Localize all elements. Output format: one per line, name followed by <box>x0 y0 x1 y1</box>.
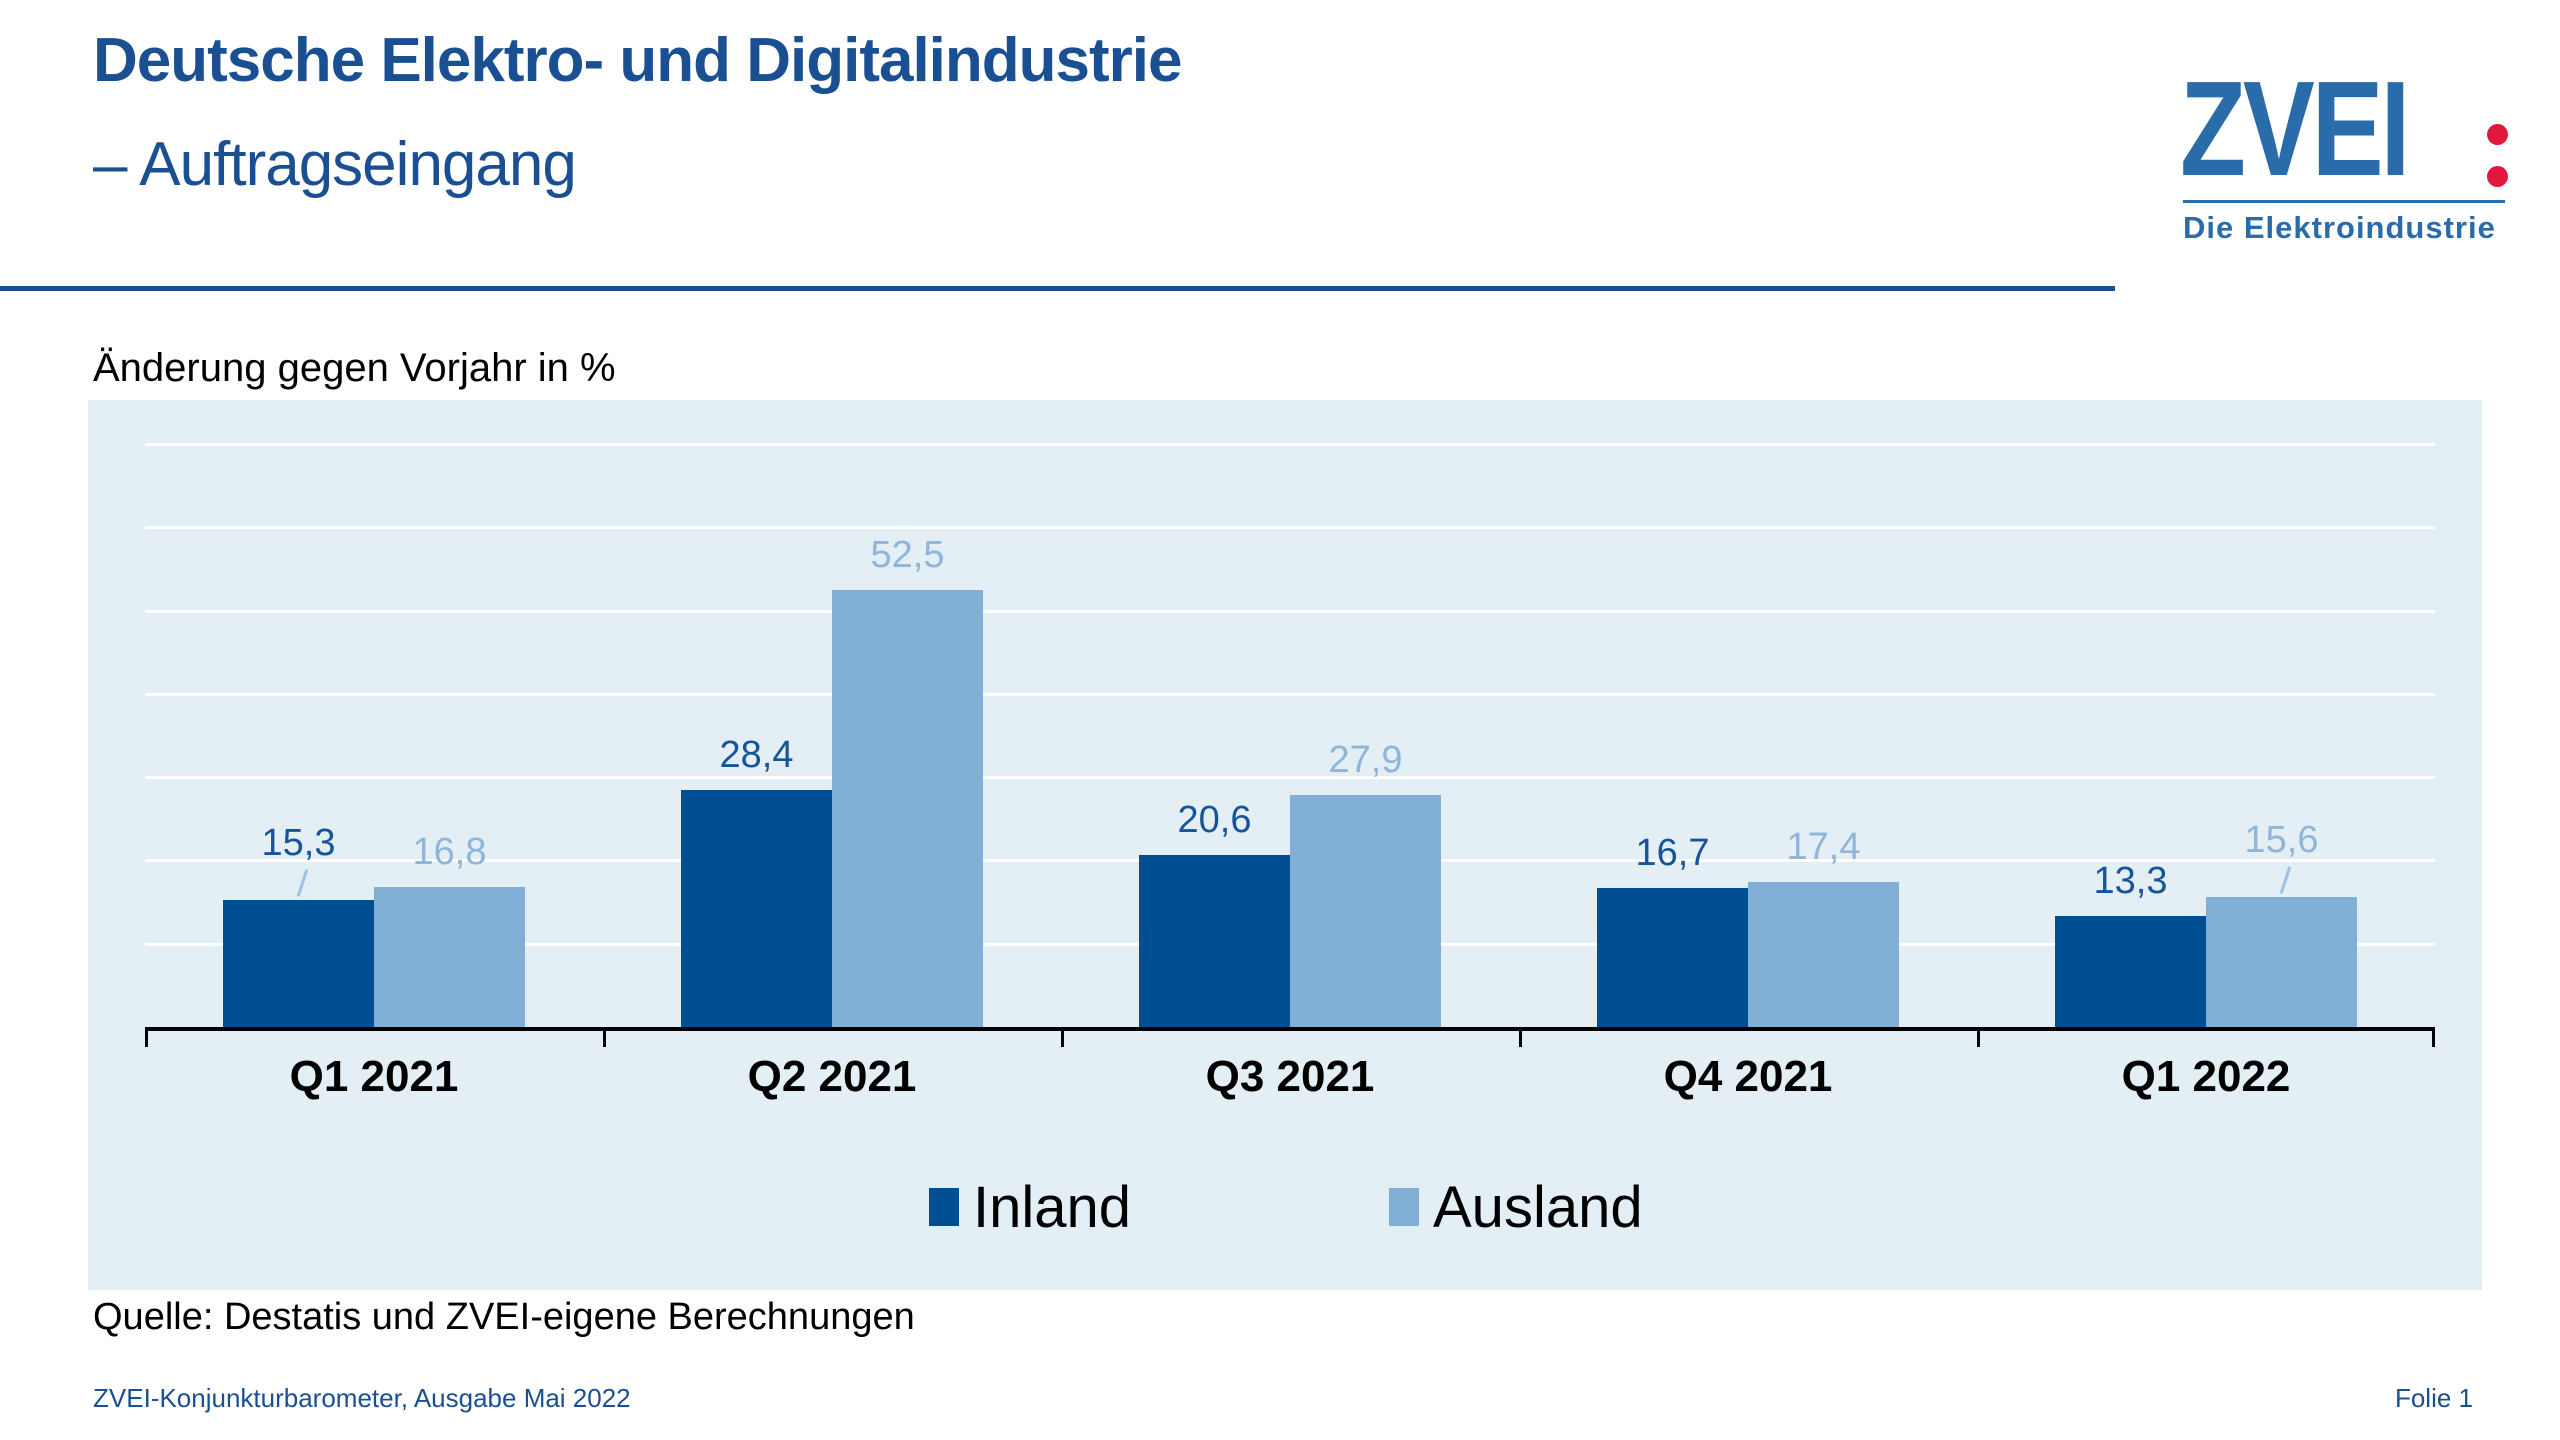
legend-item-ausland: Ausland <box>1389 1172 1643 1242</box>
logo-colon-dot-top-icon <box>2487 124 2508 145</box>
bar-inland-q4-2021 <box>1597 887 1748 1027</box>
footer-publication: ZVEI-Konjunkturbarometer, Ausgabe Mai 20… <box>93 1383 631 1413</box>
zvei-wordmark: ZVEI <box>2180 53 2410 204</box>
value-label-inland-q3-2021: 20,6 <box>1177 799 1252 842</box>
chart-area: 15,3 16,8 Q1 2021 28,4 52,5 Q2 2021 20,6 27,9 Q3… <box>88 400 2482 1290</box>
logo-underline <box>2183 200 2505 203</box>
leader-line-inland-q1-2021 <box>296 868 308 897</box>
header-divider <box>0 286 2115 291</box>
footer-page-number: Folie 1 <box>2394 1383 2473 1413</box>
x-axis <box>145 1027 2435 1031</box>
bar-ausland-q1-2021 <box>374 887 525 1027</box>
header: Deutsche Elektro- und Digitalindustrie –… <box>93 30 1993 196</box>
x-axis-tick-3 <box>1519 1027 1522 1047</box>
source-note: Quelle: Destatis und ZVEI-eigene Berechn… <box>93 1296 915 1338</box>
zvei-logo: ZVEI Die Elektroindustrie <box>2180 60 2520 260</box>
page-subtitle-dash: – Auftragseingang <box>93 130 577 199</box>
value-label-inland-q1-2022: 13,3 <box>2093 860 2168 903</box>
category-label-q2-2021: Q2 2021 <box>747 1052 917 1101</box>
chart-title: Änderung gegen Vorjahr in % <box>93 346 616 390</box>
bar-inland-q3-2021 <box>1139 855 1290 1027</box>
value-label-ausland-q1-2022: 15,6 <box>2244 819 2319 862</box>
bar-ausland-q2-2021 <box>832 589 983 1027</box>
bar-ausland-q4-2021 <box>1748 882 1899 1027</box>
value-label-ausland-q2-2021: 52,5 <box>870 533 945 576</box>
leader-line-ausland-q1-2022 <box>2279 866 2291 894</box>
logo-tagline: Die Elektroindustrie <box>2183 210 2496 245</box>
bar-inland-q1-2022 <box>2055 916 2206 1027</box>
gridline-30 <box>145 776 2435 780</box>
gridline-40 <box>145 692 2435 696</box>
gridline-50 <box>145 609 2435 613</box>
value-label-inland-q4-2021: 16,7 <box>1635 831 1710 874</box>
x-axis-tick-4 <box>1977 1027 1980 1047</box>
value-label-ausland-q3-2021: 27,9 <box>1328 738 1403 781</box>
plot-area: 15,3 16,8 Q1 2021 28,4 52,5 Q2 2021 20,6 27,9 Q3… <box>88 400 2482 1290</box>
legend-item-inland: Inland <box>929 1172 1131 1242</box>
logo-colon-dot-bottom-icon <box>2487 166 2508 187</box>
value-label-inland-q1-2021: 15,3 <box>261 821 336 864</box>
x-axis-tick-1 <box>603 1027 606 1047</box>
gridline-70 <box>145 442 2435 446</box>
x-axis-tick-5 <box>2432 1027 2435 1047</box>
legend-label-inland: Inland <box>973 1174 1132 1240</box>
x-axis-tick-2 <box>1061 1027 1064 1047</box>
x-axis-tick-0 <box>145 1027 148 1047</box>
legend-swatch-inland <box>929 1188 959 1226</box>
value-label-ausland-q4-2021: 17,4 <box>1786 826 1861 869</box>
legend-swatch-ausland <box>1389 1188 1419 1226</box>
value-label-ausland-q1-2021: 16,8 <box>412 831 487 874</box>
page-title: Deutsche Elektro- und Digitalindustrie <box>93 26 1182 95</box>
value-label-inland-q2-2021: 28,4 <box>719 734 794 777</box>
bar-ausland-q1-2022 <box>2206 897 2357 1027</box>
bar-inland-q2-2021 <box>681 790 832 1027</box>
bar-ausland-q3-2021 <box>1290 794 1441 1027</box>
category-label-q1-2022: Q1 2022 <box>2121 1052 2291 1101</box>
category-label-q4-2021: Q4 2021 <box>1663 1052 1833 1101</box>
legend-label-ausland: Ausland <box>1433 1174 1643 1240</box>
gridline-60 <box>145 526 2435 530</box>
bar-inland-q1-2021 <box>223 899 374 1027</box>
category-label-q3-2021: Q3 2021 <box>1205 1052 1375 1101</box>
category-label-q1-2021: Q1 2021 <box>289 1052 459 1101</box>
